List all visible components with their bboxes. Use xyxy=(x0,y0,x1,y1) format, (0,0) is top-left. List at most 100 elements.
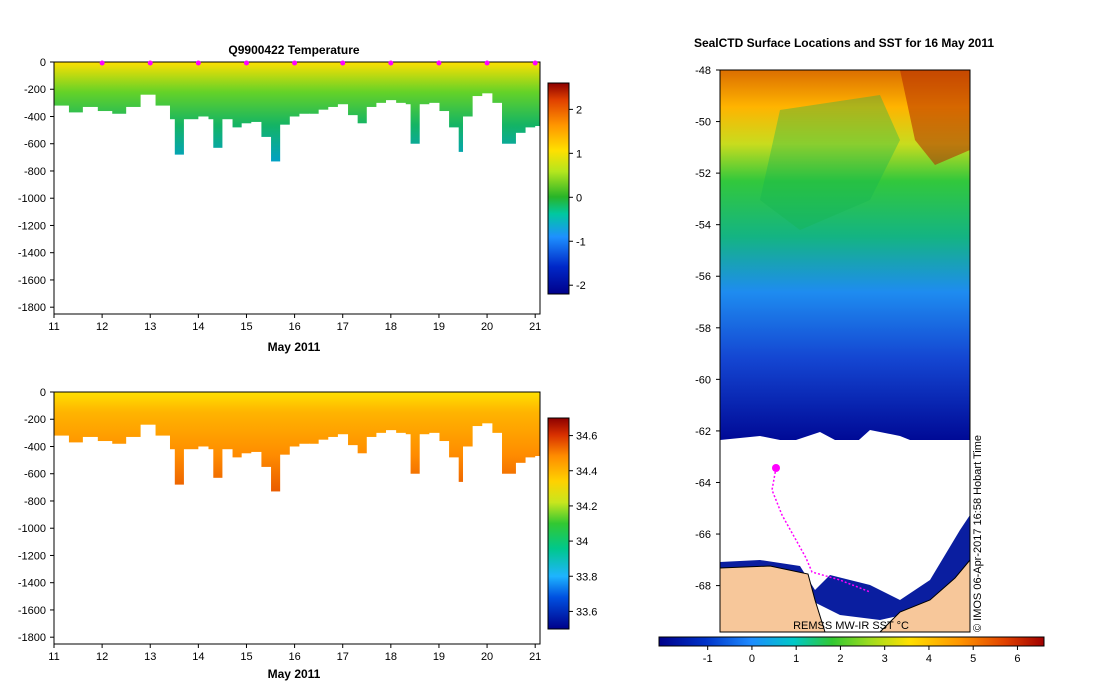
sst-tick-label: 0 xyxy=(749,653,755,665)
nodata-column xyxy=(212,477,223,644)
lat-tick-label: -58 xyxy=(695,323,711,335)
sst-green-tongue xyxy=(760,95,900,230)
sst-tick-label: 3 xyxy=(882,653,888,665)
nodata-column xyxy=(525,127,536,314)
profile-marker xyxy=(340,60,346,66)
nodata-column xyxy=(535,126,541,314)
x-tick-label: 21 xyxy=(529,651,541,663)
nodata-column xyxy=(198,116,209,315)
salinity-x-label: May 2011 xyxy=(268,667,321,681)
nodata-column xyxy=(438,441,450,644)
temperature-title: Q9900422 Temperature xyxy=(228,43,360,57)
nodata-column xyxy=(318,109,329,314)
nodata-column xyxy=(347,445,358,644)
y-tick-label: 0 xyxy=(40,57,46,69)
lat-tick-label: -54 xyxy=(695,220,711,232)
nodata-column xyxy=(54,435,69,644)
nodata-column xyxy=(386,100,397,315)
nodata-column xyxy=(463,116,474,315)
sst-tick-label: 2 xyxy=(837,653,843,665)
temperature-plot-frame xyxy=(53,61,541,315)
lat-tick-label: -56 xyxy=(695,271,711,283)
y-tick-label: -1600 xyxy=(18,275,46,287)
x-tick-label: 19 xyxy=(433,321,445,333)
lat-tick-label: -68 xyxy=(695,581,711,593)
nodata-column xyxy=(309,113,320,314)
colorbar-tick-label: 34.4 xyxy=(576,466,597,478)
nodata-column xyxy=(169,119,175,314)
lat-tick-label: -66 xyxy=(695,529,711,541)
lat-tick-label: -62 xyxy=(695,426,711,438)
y-tick-label: -200 xyxy=(24,414,46,426)
nodata-column xyxy=(357,453,368,644)
y-tick-label: -1800 xyxy=(18,632,46,644)
salinity-x-axis: 11 12 13 14 15 16 17 18 19 20 21 xyxy=(48,644,541,663)
profile-markers xyxy=(99,60,538,66)
x-tick-label: 16 xyxy=(288,321,300,333)
sst-tick-label: 5 xyxy=(970,653,976,665)
sst-map-title: SealCTD Surface Locations and SST for 16… xyxy=(694,36,994,50)
nodata-column xyxy=(448,457,459,644)
temperature-y-axis: 0 -200 -400 -600 -800 -1000 -1200 -1400 -1600 -18… xyxy=(18,57,54,314)
nodata-column xyxy=(491,432,503,644)
salinity-colorbar-ticks: 33.6 33.8 34 34.2 34.4 34.6 xyxy=(569,431,597,618)
sst-tick-label: -1 xyxy=(703,653,713,665)
nodata-column xyxy=(97,111,113,314)
y-tick-label: -1400 xyxy=(18,578,46,590)
profile-marker xyxy=(388,60,394,66)
nodata-column xyxy=(241,453,252,644)
salinity-colorbar xyxy=(547,417,570,630)
nodata-column xyxy=(318,439,329,644)
x-tick-label: 16 xyxy=(288,651,300,663)
colorbar-tick-label: 34 xyxy=(576,536,588,548)
x-tick-label: 18 xyxy=(385,321,397,333)
x-tick-label: 13 xyxy=(144,651,156,663)
profile-marker xyxy=(99,60,105,66)
y-tick-label: -1200 xyxy=(18,220,46,232)
lat-tick-label: -50 xyxy=(695,117,711,129)
y-tick-label: -1800 xyxy=(18,302,46,314)
seal-track xyxy=(771,467,871,593)
nodata-column xyxy=(68,112,84,315)
y-tick-label: -800 xyxy=(24,166,46,178)
nodata-column xyxy=(207,119,214,314)
sst-tick-label: 6 xyxy=(1014,653,1020,665)
nodata-column xyxy=(501,143,517,314)
sst-warm-patch xyxy=(900,70,970,165)
x-tick-label: 14 xyxy=(192,321,204,333)
sst-map-panel: SealCTD Surface Locations and SST for 16… xyxy=(658,36,1045,690)
colorbar-tick-label: 2 xyxy=(576,104,582,116)
profile-marker xyxy=(532,60,538,66)
y-tick-label: -800 xyxy=(24,496,46,508)
nodata-column xyxy=(183,449,199,644)
temperature-panel: Q9900422 Temperature 0 -200 -400 -600 -800 -1… xyxy=(18,43,586,354)
y-tick-label: -600 xyxy=(24,139,46,151)
nodata-column xyxy=(366,436,377,644)
nodata-column xyxy=(289,116,300,315)
nodata-column xyxy=(458,151,464,314)
y-tick-label: -400 xyxy=(24,441,46,453)
nodata-column xyxy=(376,432,387,644)
nodata-column xyxy=(270,491,281,644)
nodata-column xyxy=(97,441,113,644)
nodata-column xyxy=(405,104,411,315)
profile-marker xyxy=(147,60,153,66)
nodata-column xyxy=(82,106,98,314)
nodata-column xyxy=(251,451,262,644)
nodata-column xyxy=(395,432,406,644)
nodata-column xyxy=(183,119,199,314)
nodata-column xyxy=(419,104,430,315)
nodata-column xyxy=(155,105,170,314)
sst-tick-label: 1 xyxy=(793,653,799,665)
sst-ice-edge xyxy=(720,430,970,690)
profile-marker xyxy=(243,60,249,66)
nodata-column xyxy=(126,436,142,644)
profile-marker xyxy=(484,60,490,66)
lat-tick-label: -52 xyxy=(695,168,711,180)
salinity-y-axis: 0 -200 -400 -600 -800 -1000 -1200 -1400 -1600 -18… xyxy=(18,387,54,644)
nodata-column xyxy=(111,113,127,314)
colorbar-tick-label: 1 xyxy=(576,148,582,160)
y-tick-label: -400 xyxy=(24,111,46,123)
temperature-x-label: May 2011 xyxy=(268,340,321,354)
nodata-column xyxy=(232,457,243,644)
